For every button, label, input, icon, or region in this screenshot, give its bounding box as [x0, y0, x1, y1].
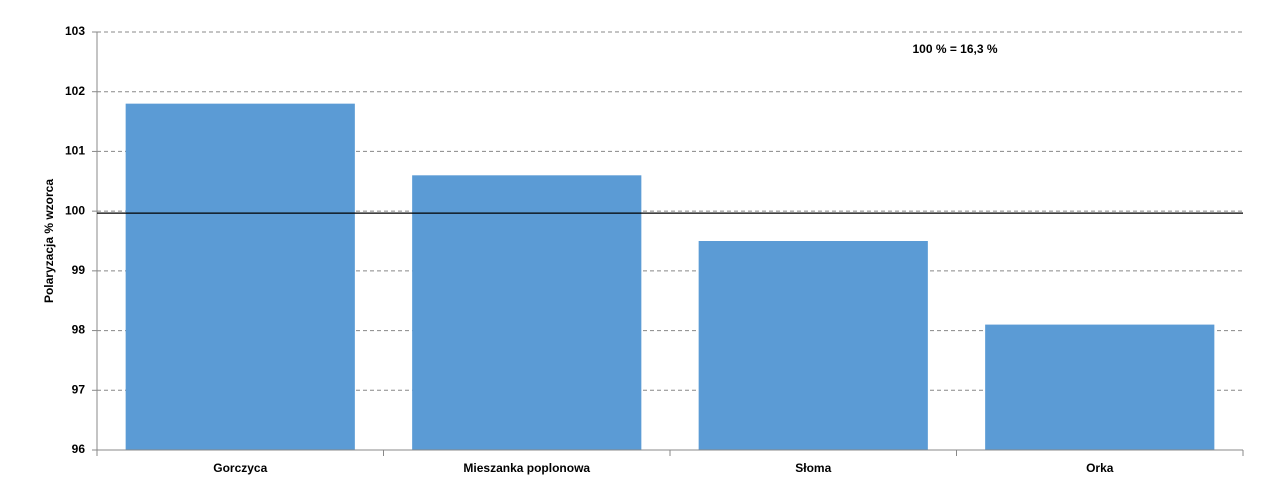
bar	[125, 103, 355, 451]
annotation: 100 % = 16,3 %	[912, 42, 997, 56]
y-tick-label: 96	[72, 442, 86, 456]
bar	[698, 241, 928, 450]
y-tick-label: 101	[65, 144, 85, 158]
x-tick-label: Gorczyca	[213, 461, 267, 475]
y-axis-label: Polaryzacja % wzorca	[42, 179, 56, 303]
y-tick-label: 102	[65, 84, 85, 98]
y-tick-label: 98	[72, 323, 86, 337]
y-tick-label: 100	[65, 203, 85, 217]
y-tick-label: 97	[72, 382, 86, 396]
y-tick-label: 99	[72, 263, 86, 277]
x-tick-label: Mieszanka poplonowa	[463, 461, 590, 475]
bar	[985, 324, 1215, 450]
y-tick-label: 103	[65, 24, 85, 38]
x-tick-label: Orka	[1086, 461, 1114, 475]
bar	[412, 175, 642, 451]
x-tick-label: Słoma	[795, 461, 831, 475]
